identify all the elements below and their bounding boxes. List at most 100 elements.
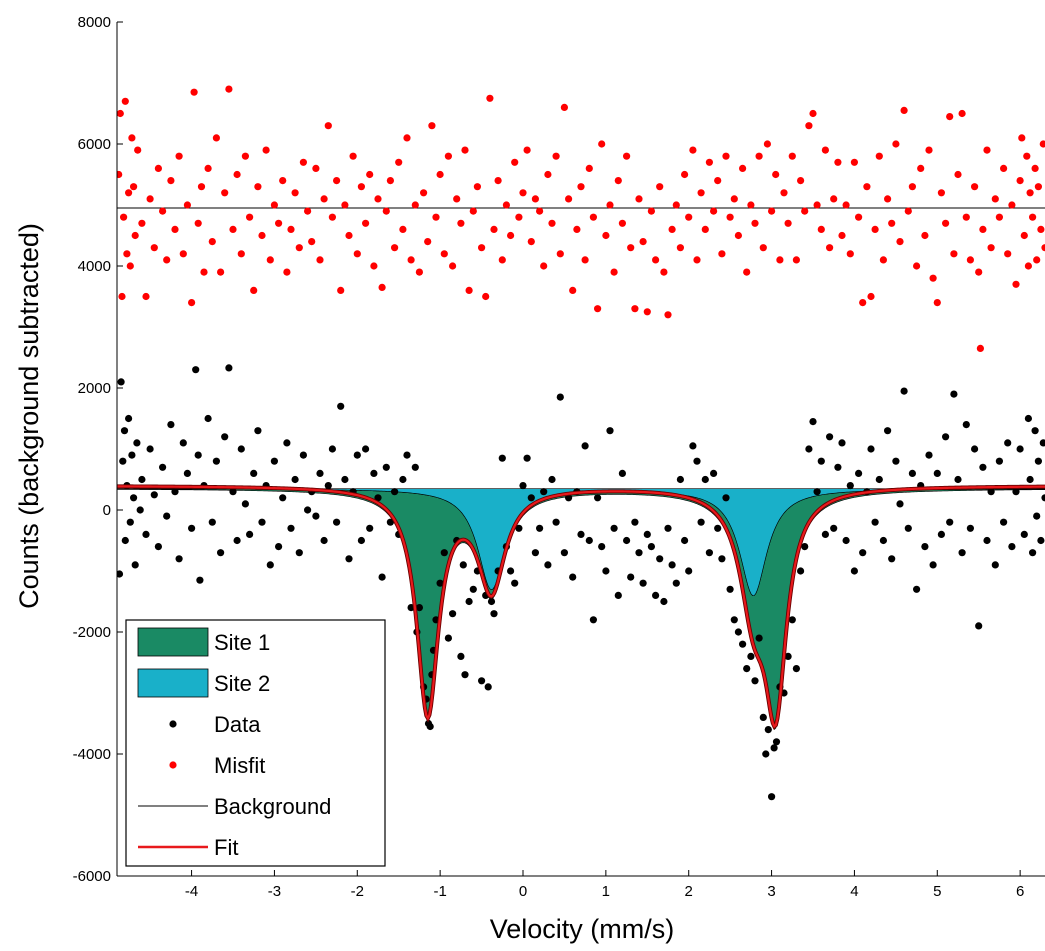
data-point	[1016, 445, 1024, 453]
data-point	[900, 387, 908, 395]
data-point	[954, 475, 962, 484]
misfit-point	[710, 207, 718, 215]
misfit-point	[792, 256, 801, 264]
data-point	[366, 524, 374, 532]
data-point	[490, 610, 498, 618]
misfit-point	[962, 213, 970, 221]
misfit-point	[494, 177, 502, 185]
data-point	[378, 573, 386, 581]
misfit-point	[424, 238, 432, 246]
misfit-point	[830, 195, 838, 203]
misfit-point	[937, 189, 946, 197]
data-point	[834, 463, 842, 471]
data-point	[258, 518, 266, 526]
data-point	[747, 652, 755, 661]
misfit-point	[138, 219, 146, 227]
data-point	[656, 555, 664, 563]
misfit-point	[1004, 250, 1012, 258]
misfit-point	[718, 250, 726, 258]
misfit-point	[693, 256, 701, 264]
data-point	[386, 518, 394, 526]
data-point	[1034, 457, 1042, 465]
misfit-point	[225, 85, 233, 93]
data-point	[805, 445, 813, 453]
misfit-point	[428, 122, 436, 130]
legend-marker-data	[169, 720, 177, 728]
data-point	[913, 585, 921, 593]
misfit-point	[879, 256, 888, 264]
data-point	[838, 439, 846, 447]
data-point	[821, 530, 830, 539]
misfit-point	[652, 256, 660, 264]
data-point	[1039, 439, 1045, 447]
misfit-point	[618, 219, 627, 227]
misfit-point	[995, 213, 1004, 221]
data-point	[855, 469, 863, 477]
misfit-point	[904, 207, 912, 215]
misfit-point	[159, 207, 167, 215]
data-point	[426, 722, 434, 731]
data-point	[146, 445, 154, 453]
data-point	[540, 488, 548, 496]
data-point	[846, 482, 854, 490]
misfit-point	[490, 225, 498, 233]
data-point	[246, 530, 254, 539]
data-point	[569, 573, 577, 581]
misfit-point	[130, 183, 138, 191]
data-point	[183, 469, 191, 477]
misfit-point	[573, 225, 581, 233]
misfit-point	[780, 189, 788, 197]
misfit-point	[258, 231, 266, 240]
data-point	[565, 494, 573, 502]
data-point	[581, 442, 589, 450]
misfit-point	[531, 195, 540, 203]
misfit-point	[386, 177, 394, 185]
misfit-point	[357, 183, 365, 191]
y-tick-label: 0	[103, 502, 111, 519]
data-point	[1033, 512, 1041, 520]
misfit-point	[685, 213, 693, 221]
data-point	[1024, 414, 1032, 423]
data-point	[652, 591, 660, 600]
data-point	[875, 475, 883, 484]
data-point	[859, 549, 867, 557]
data-point	[685, 567, 693, 575]
data-point	[498, 454, 506, 462]
data-point	[328, 445, 336, 453]
misfit-point	[850, 158, 859, 166]
x-tick-label: 5	[933, 883, 941, 900]
data-point	[136, 506, 144, 514]
misfit-point	[275, 219, 283, 227]
x-tick-label: 1	[602, 883, 610, 900]
data-point	[966, 524, 975, 532]
misfit-point	[316, 256, 324, 264]
data-point	[536, 524, 544, 532]
misfit-point	[726, 213, 734, 221]
data-point	[904, 524, 912, 532]
misfit-point	[875, 152, 883, 160]
data-point	[382, 463, 390, 471]
misfit-point	[1016, 177, 1024, 185]
misfit-point	[403, 134, 411, 142]
misfit-point	[743, 268, 751, 276]
misfit-point	[676, 244, 685, 252]
misfit-point	[751, 219, 759, 227]
data-point	[131, 561, 139, 569]
data-point	[212, 457, 220, 465]
misfit-point	[784, 219, 792, 227]
misfit-point	[801, 207, 809, 215]
misfit-point	[229, 225, 237, 233]
data-point	[333, 518, 341, 526]
data-point	[150, 491, 158, 499]
data-point	[639, 579, 647, 587]
data-point	[797, 567, 805, 575]
data-point	[772, 738, 781, 746]
data-point	[950, 390, 958, 398]
data-point	[217, 549, 225, 557]
data-point	[647, 543, 656, 551]
misfit-point	[714, 177, 722, 185]
misfit-point	[1012, 280, 1020, 288]
misfit-point	[324, 122, 332, 130]
misfit-point	[705, 158, 714, 166]
legend-label-misfit: Misfit	[214, 753, 265, 778]
